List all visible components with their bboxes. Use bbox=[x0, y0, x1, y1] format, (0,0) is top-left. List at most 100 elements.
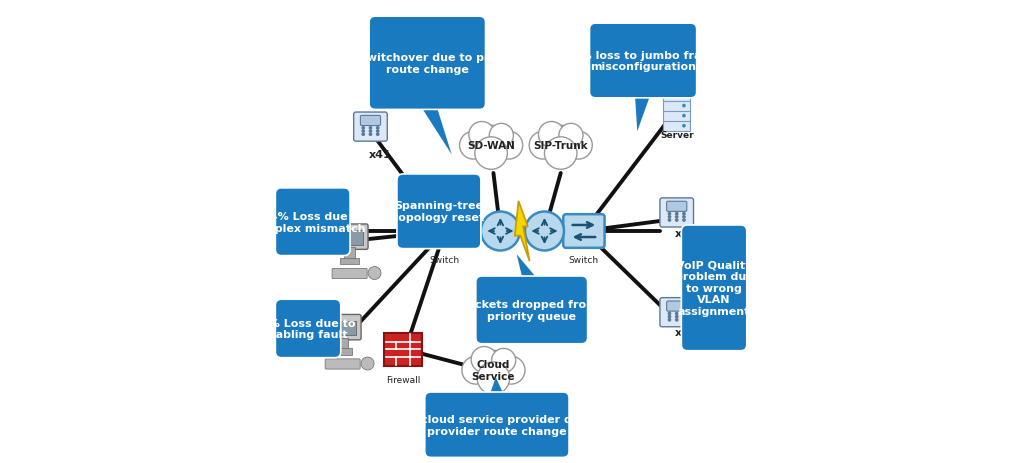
FancyBboxPatch shape bbox=[275, 300, 341, 358]
FancyBboxPatch shape bbox=[336, 231, 362, 245]
Circle shape bbox=[675, 312, 679, 316]
Circle shape bbox=[682, 105, 686, 108]
Text: 14% Loss due to
duplex mismatch: 14% Loss due to duplex mismatch bbox=[259, 212, 366, 233]
FancyBboxPatch shape bbox=[275, 188, 350, 256]
Circle shape bbox=[682, 94, 686, 98]
Circle shape bbox=[675, 318, 679, 322]
Text: 19% loss to jumbo frame
misconfiguration: 19% loss to jumbo frame misconfiguration bbox=[565, 50, 721, 72]
Text: SIP-Trunk: SIP-Trunk bbox=[534, 141, 588, 151]
Circle shape bbox=[675, 219, 679, 222]
FancyBboxPatch shape bbox=[563, 215, 604, 248]
FancyBboxPatch shape bbox=[331, 225, 368, 250]
FancyBboxPatch shape bbox=[590, 24, 696, 99]
Polygon shape bbox=[419, 104, 452, 155]
Text: Spanning-tree
topology reset: Spanning-tree topology reset bbox=[393, 201, 484, 223]
FancyBboxPatch shape bbox=[397, 175, 481, 249]
Circle shape bbox=[489, 124, 513, 148]
Circle shape bbox=[460, 132, 487, 160]
Text: SD-WAN: SD-WAN bbox=[467, 141, 515, 151]
Circle shape bbox=[668, 216, 672, 219]
Circle shape bbox=[472, 126, 510, 163]
Circle shape bbox=[682, 216, 686, 219]
Polygon shape bbox=[488, 377, 505, 398]
FancyBboxPatch shape bbox=[659, 199, 693, 227]
Text: Cloud
Service: Cloud Service bbox=[472, 360, 515, 381]
Circle shape bbox=[481, 212, 520, 251]
Circle shape bbox=[682, 125, 686, 128]
Circle shape bbox=[369, 127, 373, 131]
FancyBboxPatch shape bbox=[353, 113, 387, 142]
Polygon shape bbox=[517, 255, 540, 282]
Circle shape bbox=[675, 213, 679, 216]
Circle shape bbox=[564, 132, 592, 160]
FancyBboxPatch shape bbox=[663, 111, 690, 122]
Circle shape bbox=[376, 127, 380, 131]
Circle shape bbox=[682, 312, 686, 316]
Circle shape bbox=[545, 138, 577, 170]
Circle shape bbox=[477, 362, 510, 394]
Circle shape bbox=[475, 138, 507, 170]
Circle shape bbox=[668, 219, 672, 222]
Circle shape bbox=[539, 122, 564, 148]
FancyBboxPatch shape bbox=[667, 301, 687, 312]
Circle shape bbox=[675, 216, 679, 219]
FancyBboxPatch shape bbox=[330, 321, 356, 336]
Circle shape bbox=[462, 357, 489, 384]
Circle shape bbox=[471, 347, 498, 373]
Circle shape bbox=[376, 133, 380, 137]
FancyBboxPatch shape bbox=[360, 116, 381, 126]
FancyBboxPatch shape bbox=[333, 349, 352, 355]
FancyBboxPatch shape bbox=[369, 17, 485, 110]
FancyBboxPatch shape bbox=[425, 392, 569, 457]
Circle shape bbox=[525, 212, 564, 251]
FancyBboxPatch shape bbox=[337, 338, 348, 350]
FancyBboxPatch shape bbox=[325, 315, 361, 340]
Text: x52: x52 bbox=[675, 229, 697, 239]
Text: 7% Loss due to
cabling fault: 7% Loss due to cabling fault bbox=[261, 318, 355, 339]
Text: Firewall: Firewall bbox=[386, 375, 420, 384]
Text: x53: x53 bbox=[675, 327, 697, 338]
FancyBboxPatch shape bbox=[663, 101, 690, 112]
Circle shape bbox=[682, 315, 686, 319]
Circle shape bbox=[361, 357, 374, 370]
Text: x41: x41 bbox=[369, 150, 391, 160]
FancyBboxPatch shape bbox=[476, 276, 588, 344]
Circle shape bbox=[475, 350, 512, 388]
Circle shape bbox=[469, 122, 495, 148]
Polygon shape bbox=[635, 93, 651, 132]
Circle shape bbox=[369, 130, 373, 134]
Circle shape bbox=[368, 267, 381, 280]
FancyBboxPatch shape bbox=[384, 333, 422, 366]
Text: 16% packets dropped from high-
priority queue: 16% packets dropped from high- priority … bbox=[429, 300, 634, 321]
FancyBboxPatch shape bbox=[332, 269, 368, 279]
FancyBboxPatch shape bbox=[681, 225, 746, 351]
FancyBboxPatch shape bbox=[663, 91, 690, 101]
Circle shape bbox=[498, 357, 525, 384]
Circle shape bbox=[376, 130, 380, 134]
Circle shape bbox=[682, 114, 686, 118]
Circle shape bbox=[492, 349, 516, 373]
FancyBboxPatch shape bbox=[340, 258, 359, 265]
Polygon shape bbox=[444, 204, 475, 222]
Circle shape bbox=[668, 318, 672, 322]
Polygon shape bbox=[515, 201, 529, 262]
FancyBboxPatch shape bbox=[663, 121, 690, 131]
Circle shape bbox=[542, 126, 580, 163]
Text: VoIP Quality
problem due
to wrong
VLAN
assignment: VoIP Quality problem due to wrong VLAN a… bbox=[675, 260, 754, 316]
Text: Switch: Switch bbox=[430, 256, 460, 265]
FancyBboxPatch shape bbox=[659, 298, 693, 327]
Circle shape bbox=[682, 213, 686, 216]
FancyBboxPatch shape bbox=[424, 215, 465, 248]
Circle shape bbox=[369, 133, 373, 137]
Circle shape bbox=[361, 133, 366, 137]
FancyBboxPatch shape bbox=[667, 202, 687, 212]
Circle shape bbox=[361, 127, 366, 131]
Circle shape bbox=[559, 124, 583, 148]
Text: Server: Server bbox=[659, 131, 693, 140]
Circle shape bbox=[682, 219, 686, 222]
Circle shape bbox=[682, 318, 686, 322]
Circle shape bbox=[668, 315, 672, 319]
Text: SD-WAN switchover due to primary ISP
route change: SD-WAN switchover due to primary ISP rou… bbox=[305, 53, 549, 75]
Circle shape bbox=[668, 312, 672, 316]
FancyBboxPatch shape bbox=[344, 248, 355, 260]
